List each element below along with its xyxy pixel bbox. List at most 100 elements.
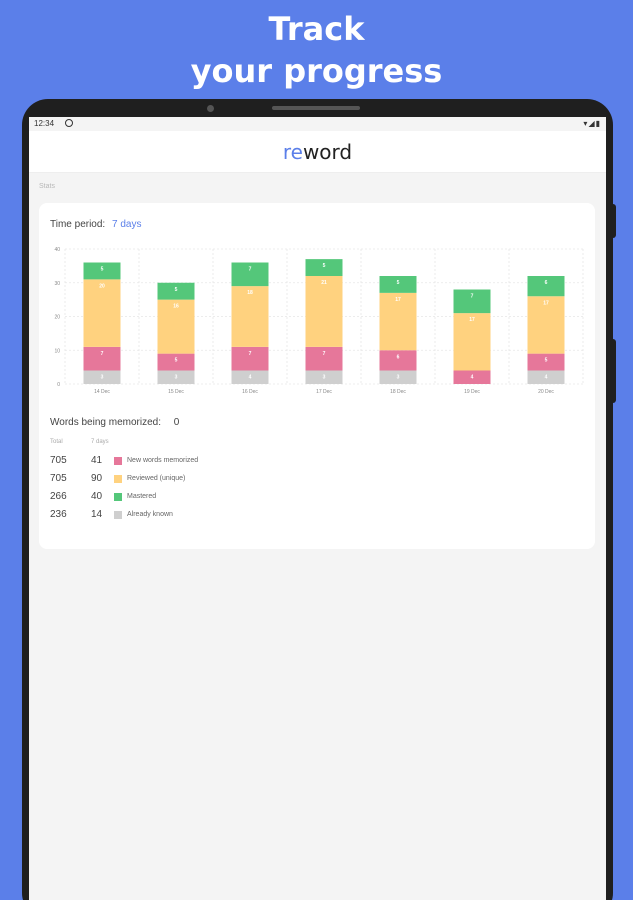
x-tick-label: 20 Dec	[538, 389, 554, 395]
bar-segment	[305, 259, 343, 276]
legend-swatch	[114, 457, 122, 465]
bar-segment	[453, 370, 491, 384]
data-label: 3	[175, 375, 178, 381]
x-tick-label: 17 Dec	[316, 389, 332, 395]
data-label: 3	[101, 375, 104, 381]
bar-segment	[157, 299, 195, 354]
legend-swatch	[114, 511, 122, 519]
status-time: 12:34	[34, 119, 55, 128]
words-memorized: Words being memorized: 0	[50, 417, 179, 428]
bar-segment	[379, 350, 417, 371]
camera-icon	[207, 105, 214, 112]
status-icons: ▾◢▮	[583, 119, 601, 128]
headline: Track your progress	[0, 8, 633, 92]
y-tick-label: 10	[54, 348, 60, 354]
y-tick-label: 20	[54, 315, 60, 321]
app-bar: reword	[29, 131, 606, 173]
data-label: 20	[99, 283, 105, 289]
bar-segment	[83, 346, 121, 371]
x-tick-label: 18 Dec	[390, 389, 406, 395]
x-tick-label: 15 Dec	[168, 389, 184, 395]
bar-segment	[379, 276, 417, 293]
time-period: Time period: 7 days	[50, 219, 141, 230]
headline-line-1: Track	[268, 10, 365, 48]
stats-row: 705 41 New words memorized	[39, 455, 595, 473]
stats-row: 236 14 Already known	[39, 509, 595, 527]
row-week: 41	[91, 455, 103, 466]
legend-swatch	[114, 493, 122, 501]
bar-segment	[157, 282, 195, 300]
bar-segment	[157, 353, 195, 371]
row-week: 40	[91, 491, 103, 502]
x-tick-label: 16 Dec	[242, 389, 258, 395]
bar-segment	[527, 353, 565, 371]
data-label: 7	[101, 351, 104, 357]
data-label: 5	[397, 280, 400, 286]
bar-segment	[527, 296, 565, 354]
row-label: Reviewed (unique)	[127, 475, 186, 482]
data-label: 7	[323, 351, 326, 357]
col-total-header: Total	[50, 439, 63, 445]
data-label: 16	[173, 304, 179, 310]
data-label: 17	[543, 300, 549, 306]
row-label: New words memorized	[127, 457, 199, 464]
row-total: 266	[50, 491, 67, 502]
words-memorized-value: 0	[173, 417, 180, 428]
data-label: 7	[471, 294, 474, 300]
row-total: 236	[50, 509, 67, 520]
progress-chart: 0 10 20 30 40 3 7 20 5 14 Dec 3 5 16 5 15 Dec 4 7 18 7 16 D…	[54, 247, 584, 395]
logo-word: word	[302, 140, 353, 164]
volume-button	[611, 204, 616, 238]
row-total: 705	[50, 455, 67, 466]
time-period-selector[interactable]: 7 days	[112, 219, 142, 230]
data-label: 17	[469, 317, 475, 323]
breadcrumb: Stats	[39, 183, 55, 190]
bar-segment	[453, 289, 491, 314]
data-label: 5	[101, 267, 104, 273]
legend-swatch	[114, 475, 122, 483]
data-label: 5	[323, 263, 326, 269]
bar-segment	[527, 276, 565, 297]
bar-segment	[231, 370, 269, 384]
y-tick-label: 0	[57, 382, 60, 388]
device-screen: 12:34 ▾◢▮ reword Stats Time period: 7 da…	[29, 117, 606, 900]
status-bar: 12:34 ▾◢▮	[29, 117, 606, 131]
bar-segment	[83, 370, 121, 384]
bar-segment	[231, 286, 269, 347]
speaker-grille	[272, 106, 360, 110]
data-label: 6	[397, 354, 400, 360]
data-label: 18	[247, 290, 253, 296]
data-label: 4	[471, 375, 474, 381]
row-label: Already known	[127, 511, 173, 518]
bar-segment	[305, 346, 343, 371]
x-tick-label: 19 Dec	[464, 389, 480, 395]
bar-segment	[453, 313, 491, 371]
data-label: 3	[323, 375, 326, 381]
bar-segment	[305, 370, 343, 384]
bar-segment	[379, 292, 417, 351]
data-label: 5	[175, 358, 178, 364]
row-label: Mastered	[127, 493, 157, 500]
stats-row: 705 90 Reviewed (unique)	[39, 473, 595, 491]
row-total: 705	[50, 473, 67, 484]
col-week-header: 7 days	[91, 439, 109, 445]
stats-card: Time period: 7 days 0 10 20 30 40 3 7 20 5 14 Dec…	[39, 203, 595, 549]
data-label: 17	[395, 297, 401, 303]
power-button	[611, 339, 616, 403]
time-period-label: Time period:	[50, 219, 106, 230]
data-label: 5	[175, 287, 178, 293]
data-label: 3	[397, 375, 400, 381]
words-memorized-label: Words being memorized:	[50, 417, 161, 428]
data-label: 7	[249, 267, 252, 273]
bar-segment	[379, 370, 417, 384]
bar-segment	[83, 262, 121, 280]
y-tick-label: 40	[54, 247, 60, 253]
row-week: 14	[91, 509, 103, 520]
data-label: 4	[545, 375, 548, 381]
bar-segment	[305, 276, 343, 347]
bar-segment	[527, 370, 565, 384]
tablet-frame: 12:34 ▾◢▮ reword Stats Time period: 7 da…	[22, 99, 616, 900]
stats-row: 266 40 Mastered	[39, 491, 595, 509]
bar-segment	[83, 279, 121, 347]
bar-segment	[231, 346, 269, 371]
